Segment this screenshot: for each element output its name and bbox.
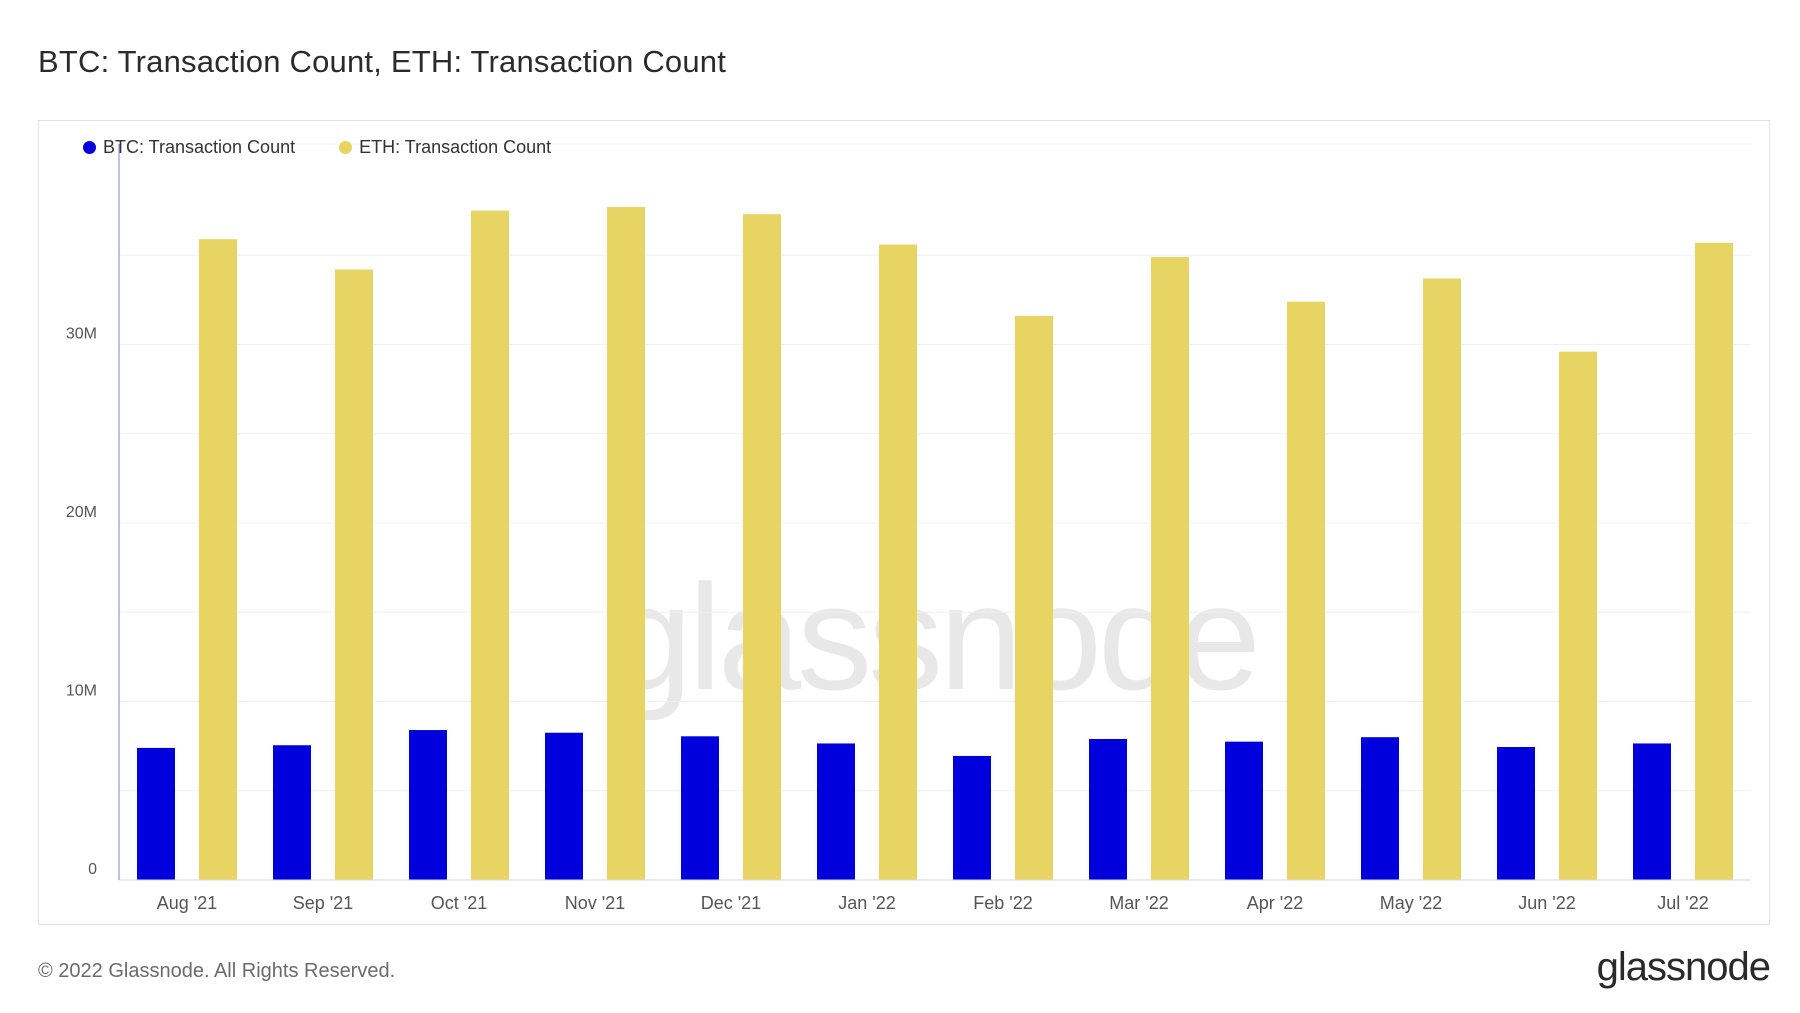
x-tick-label: Oct '21: [431, 893, 487, 913]
copyright-text: © 2022 Glassnode. All Rights Reserved.: [38, 960, 396, 982]
btc-bar[interactable]: [1225, 741, 1263, 880]
legend-item-btc[interactable]: BTC: Transaction Count: [83, 137, 295, 158]
legend-label-btc: BTC: Transaction Count: [103, 137, 296, 157]
x-tick-label: Jan '22: [838, 893, 895, 913]
axis-labels: 0 10M 20M 30M Aug '21 Sep '21 Oct '21 Nov '21 De…: [66, 326, 1709, 914]
btc-bar[interactable]: [1633, 743, 1671, 880]
x-tick-label: Jun '22: [1518, 893, 1575, 913]
legend-dot-eth: [339, 141, 353, 154]
legend-label-eth: ETH: Transaction Count: [359, 137, 552, 157]
eth-bar[interactable]: [1287, 301, 1325, 880]
eth-bar[interactable]: [1695, 242, 1733, 880]
eth-bar[interactable]: [335, 269, 373, 880]
eth-bar[interactable]: [743, 214, 781, 880]
y-tick-label: 20M: [66, 504, 97, 521]
eth-bar[interactable]: [1015, 315, 1053, 880]
x-tick-label: Sep '21: [293, 893, 354, 913]
eth-bar[interactable]: [879, 244, 917, 880]
axes: [118, 144, 1751, 881]
chart-canvas: 0 10M 20M 30M Aug '21 Sep '21 Oct '21 Nov '21 De…: [66, 143, 1751, 914]
btc-bar[interactable]: [1361, 737, 1399, 880]
x-tick-label: Nov '21: [565, 893, 625, 913]
x-tick-label: Feb '22: [973, 893, 1032, 913]
eth-bar[interactable]: [199, 239, 237, 880]
x-tick-label: May '22: [1380, 893, 1442, 913]
legend-item-eth[interactable]: ETH: Transaction Count: [339, 137, 551, 158]
eth-bar[interactable]: [471, 210, 509, 880]
btc-bar[interactable]: [1089, 738, 1127, 880]
bars[interactable]: [137, 207, 1733, 880]
y-tick-label: 0: [88, 861, 97, 878]
x-tick-label: Dec '21: [701, 893, 761, 913]
y-tick-label: 10M: [66, 683, 97, 700]
eth-bar[interactable]: [1559, 351, 1597, 880]
x-tick-label: Aug '21: [157, 893, 218, 913]
legend: BTC: Transaction Count ETH: Transaction …: [83, 137, 595, 158]
btc-bar[interactable]: [1497, 747, 1535, 880]
x-tick-label: Apr '22: [1247, 893, 1303, 913]
eth-bar[interactable]: [1151, 257, 1189, 880]
x-tick-label: Jul '22: [1657, 893, 1708, 913]
chart-panel: glassnode 0 10M 20M 30M Aug '21 Sep '21 Oct '2…: [38, 120, 1770, 925]
legend-dot-btc: [83, 141, 96, 154]
btc-bar[interactable]: [137, 747, 175, 880]
eth-bar[interactable]: [607, 207, 645, 880]
eth-bar[interactable]: [1423, 278, 1461, 880]
btc-bar[interactable]: [817, 743, 855, 880]
btc-bar[interactable]: [681, 736, 719, 880]
x-tick-label: Mar '22: [1109, 893, 1168, 913]
btc-bar[interactable]: [953, 755, 991, 880]
y-tick-label: 30M: [66, 326, 97, 343]
btc-bar[interactable]: [273, 745, 311, 880]
btc-bar[interactable]: [545, 732, 583, 880]
grid-lines: [119, 143, 1751, 792]
page-title: BTC: Transaction Count, ETH: Transaction…: [38, 44, 727, 79]
btc-bar[interactable]: [409, 730, 447, 880]
glassnode-logo[interactable]: glassnode: [1596, 945, 1771, 989]
